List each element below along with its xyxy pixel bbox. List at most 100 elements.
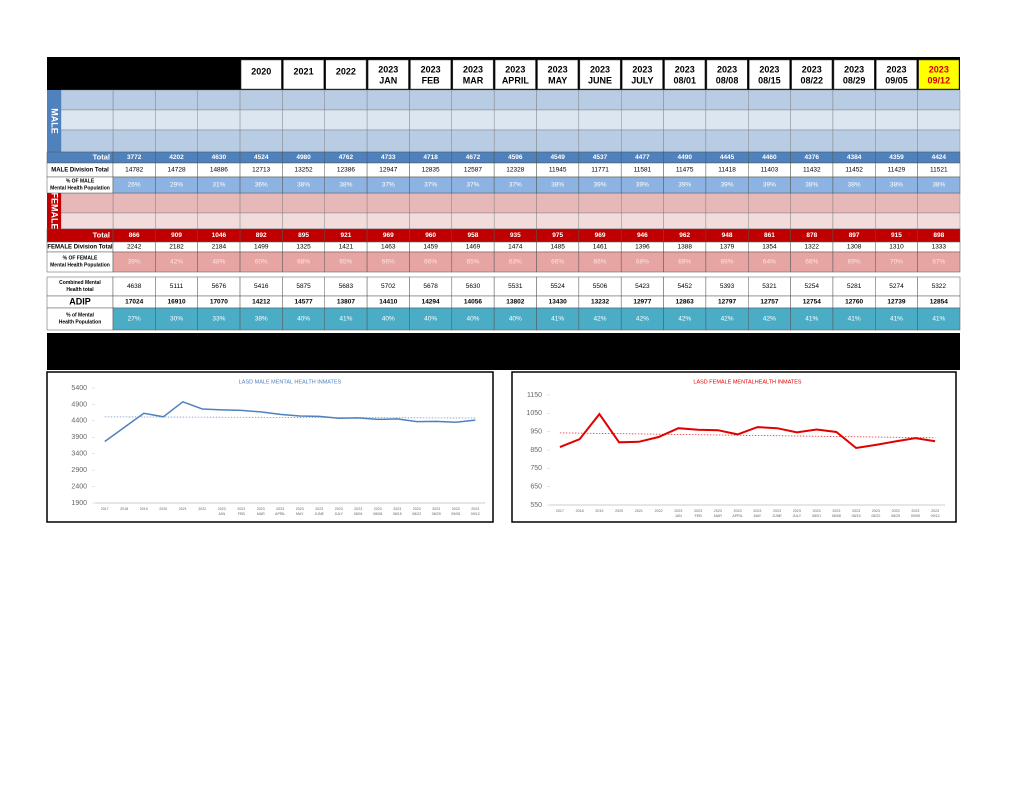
detail-cell [832,109,876,131]
detail-cell [239,89,283,111]
x-tick-label: 2019 [140,507,148,511]
detail-cell [155,212,198,230]
column-header: 2023 [717,64,737,74]
data-line [104,400,476,443]
cell-value: 12587 [464,167,482,174]
header-cell [367,59,409,90]
column-header: 2023 [378,64,398,74]
column-header: 2023 [505,64,525,74]
cell-value: 4477 [635,154,650,161]
cell-value: 42% [721,316,734,323]
cell [917,251,961,273]
detail-cell [917,212,961,230]
cell-value: 40% [297,316,310,323]
detail-label-cell [60,89,114,111]
detail-cell [748,192,791,214]
x-tick-label: 2023 APRIL [732,509,742,518]
cell-value: 41% [805,316,818,323]
detail-cell [493,192,537,214]
x-tick-label: 2023 MAR [714,509,722,518]
cell-value: 17070 [210,299,228,306]
cell-value: 4549 [550,154,565,161]
cell-value: 969 [383,232,394,239]
detail-cell [578,89,622,111]
x-tick-label: 2023 08/29 [891,509,900,518]
column-header: 08/22 [801,75,824,85]
detail-cell [239,109,283,131]
detail-cell [112,109,156,131]
cell-value: 11771 [591,167,609,174]
cell-value: 12757 [760,299,778,306]
cell-value: 4376 [805,154,820,161]
cell-value: 1379 [720,244,735,251]
header-cell [918,59,960,90]
cell-value: 38% [297,182,310,189]
y-tick-label: 950 [530,429,542,436]
cell-value: 4537 [593,154,608,161]
cell-value: 11452 [845,167,863,174]
y-tick-label: 1150 [527,392,542,399]
cell-value: 4762 [339,154,354,161]
cell-value: 12947 [379,167,397,174]
cell-value: 1388 [677,244,692,251]
column-header: 2023 [802,64,822,74]
detail-cell [112,212,156,230]
cell-value: 38% [890,182,903,189]
column-header: 2023 [886,64,906,74]
column-header: 2023 [929,64,949,74]
black-bar [47,333,960,370]
cell-value: 38% [339,182,352,189]
cell-value: 12854 [930,299,948,306]
cell-value: 40% [424,316,437,323]
cell-value: 958 [468,232,479,239]
cell-value: 5281 [847,283,862,290]
detail-cell [832,212,876,230]
detail-cell [324,89,368,111]
detail-cell [832,89,876,111]
detail-cell [451,109,495,131]
cell-value: 39% [763,182,776,189]
cell-value: 12386 [337,167,355,174]
detail-cell [917,89,961,111]
cell-value: 1396 [635,244,650,251]
detail-cell [112,192,156,214]
cell-value: 5702 [381,283,396,290]
cell-value: 11521 [930,167,948,174]
cell-value: 39% [678,182,691,189]
chart-title: LASD FEMALE MENTALHEALTH INMATES [693,379,802,385]
cell-value: 27% [128,316,141,323]
cell-value: 946 [637,232,648,239]
cell-value: 14886 [210,167,228,174]
cell-value: 69% [848,259,861,266]
x-tick-label: 2022 [655,509,663,513]
cell-value: 13802 [506,299,524,306]
detail-label-cell [60,212,114,230]
detail-cell [282,89,325,111]
cell-value: 16910 [167,299,185,306]
detail-cell [578,212,622,230]
cell-value: 13232 [591,299,609,306]
detail-cell [663,212,707,230]
cell-value: 12863 [676,299,694,306]
cell-value: 2184 [212,244,227,251]
x-tick-label: 2023 08/22 [871,509,880,518]
cell-value: 4202 [169,154,184,161]
cell-value: 5393 [720,283,735,290]
detail-cell [155,89,198,111]
row-label: % of Mental Health Population [59,313,102,326]
x-tick-label: 2023 APRIL [275,507,285,516]
header-cell [325,59,367,90]
detail-cell [663,89,707,111]
column-header: 08/08 [716,75,739,85]
cell-value: 4359 [889,154,904,161]
header-cell [791,59,833,90]
cell-value: 1459 [423,244,438,251]
header-cell [706,59,748,90]
detail-cell [451,212,495,230]
detail-cell [409,89,453,111]
detail-cell [239,192,283,214]
detail-label-cell [60,192,114,214]
detail-cell [917,109,961,131]
cell-value: 60% [255,259,268,266]
